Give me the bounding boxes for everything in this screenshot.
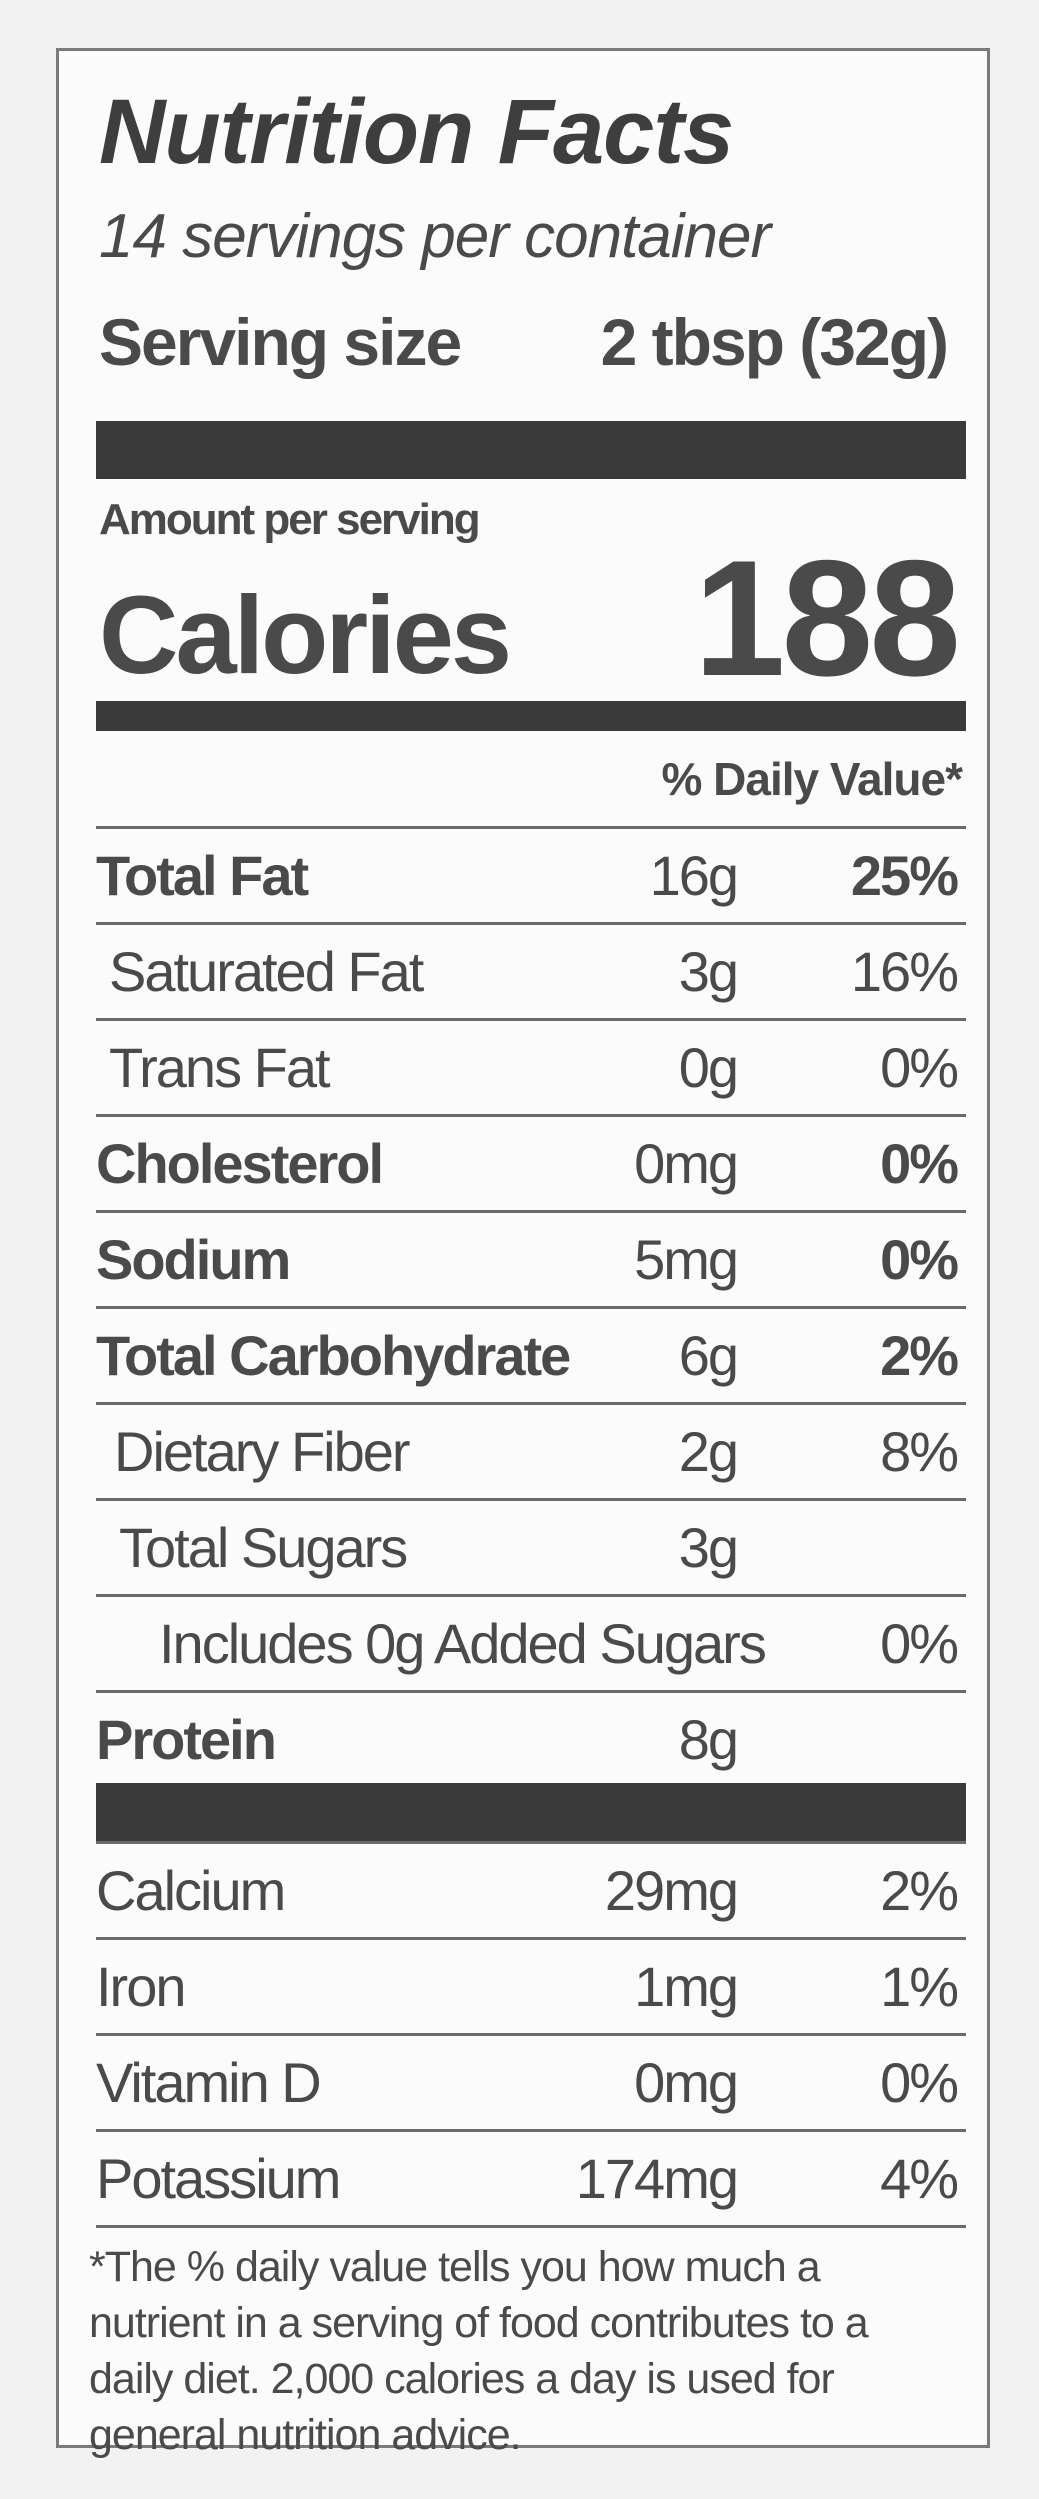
nutrient-amount: 3g — [678, 1516, 739, 1579]
daily-value: 0% — [880, 1228, 959, 1291]
nutrient-name: Dietary Fiber — [114, 1420, 411, 1483]
thick-bar — [96, 1783, 966, 1843]
daily-value: 25% — [850, 844, 959, 907]
nutrient-name: Sodium — [96, 1228, 291, 1291]
nutrient-amount: 16g — [649, 844, 739, 907]
nutrient-name: Total Carbohydrate — [96, 1324, 571, 1387]
row-rule — [96, 1210, 966, 1213]
row-rule — [96, 1937, 966, 1940]
nutrient-amount: 5mg — [634, 1228, 739, 1291]
row-rule — [96, 1018, 966, 1021]
calories-label: Calories — [99, 574, 512, 697]
daily-value: 4% — [880, 2147, 959, 2210]
nutrient-amount: 3g — [678, 940, 739, 1003]
daily-value: 0% — [880, 2051, 959, 2114]
row-rule — [96, 922, 966, 925]
nutrient-name: Potassium — [96, 2147, 341, 2210]
serving-size-label: Serving size — [99, 305, 462, 379]
daily-value: 8% — [880, 1420, 959, 1483]
nutrient-amount: 0mg — [634, 2051, 739, 2114]
nutrient-name: Calcium — [96, 1859, 286, 1922]
daily-value: 0% — [880, 1036, 959, 1099]
row-rule — [96, 2129, 966, 2132]
row-rule — [96, 826, 966, 829]
nutrient-name: Cholesterol — [96, 1132, 384, 1195]
row-rule — [96, 1594, 966, 1597]
servings: 14 servings per container — [99, 202, 771, 271]
nutrient-amount: 29mg — [604, 1859, 739, 1922]
daily-value: 16% — [850, 940, 959, 1003]
row-rule — [96, 1690, 966, 1693]
nutrient-amount: 6g — [678, 1324, 739, 1387]
daily-value: 1% — [880, 1955, 959, 2018]
nutrient-name: Includes 0g Added Sugars — [159, 1612, 767, 1675]
row-rule — [96, 1306, 966, 1309]
nutrient-name: Iron — [96, 1955, 186, 2018]
nutrient-amount: 1mg — [634, 1955, 739, 2018]
daily-value-header: % Daily Value* — [661, 753, 963, 805]
calories-value: 188 — [693, 526, 961, 710]
nutrient-amount: 0mg — [634, 1132, 739, 1195]
row-rule — [96, 1402, 966, 1405]
nutrient-amount: 8g — [678, 1708, 739, 1771]
nutrient-name: Protein — [96, 1708, 277, 1771]
daily-value: 0% — [880, 1612, 959, 1675]
nutrient-amount: 2g — [678, 1420, 739, 1483]
nutrient-name: Saturated Fat — [109, 940, 424, 1003]
nutrient-name: Total Sugars — [119, 1516, 408, 1579]
serving-size-value: 2 tbsp (32g) — [600, 305, 949, 379]
title: Nutrition Facts — [99, 81, 734, 183]
daily-value: 2% — [880, 1324, 959, 1387]
footnote: *The % daily value tells you how much a … — [89, 2243, 869, 2459]
nutrient-name: Trans Fat — [109, 1036, 331, 1099]
nutrient-amount: 0g — [678, 1036, 739, 1099]
daily-value: 0% — [880, 1132, 959, 1195]
nutrient-amount: 174mg — [575, 2147, 739, 2210]
thick-bar — [96, 421, 966, 479]
row-rule — [96, 1114, 966, 1117]
daily-value: 2% — [880, 1859, 959, 1922]
row-rule — [96, 1498, 966, 1501]
row-rule — [96, 2225, 966, 2228]
nutrition-label: Nutrition Facts 14 servings per containe… — [56, 48, 990, 2459]
medium-bar — [96, 701, 966, 731]
nutrient-name: Vitamin D — [96, 2051, 322, 2114]
row-rule — [96, 2033, 966, 2036]
row-rule — [96, 1841, 966, 1844]
nutrient-name: Total Fat — [96, 844, 309, 907]
amount-per-serving: Amount per serving — [99, 495, 481, 544]
